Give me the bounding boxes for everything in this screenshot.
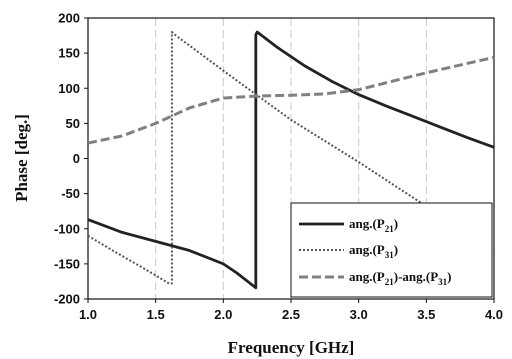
x-axis-title: Frequency [GHz] (228, 338, 355, 357)
x-tick-label: 2.0 (214, 307, 232, 322)
legend-label-series-3: ang.(P21)-ang.(P31) (349, 269, 452, 287)
y-tick-label: 100 (58, 81, 80, 96)
y-tick-label: -150 (54, 256, 80, 271)
x-tick-labels: 1.0 1.5 2.0 2.5 3.0 3.5 4.0 (79, 299, 503, 322)
series-line-2 (87, 31, 495, 285)
x-tick-label: 3.5 (417, 307, 435, 322)
y-tick-label: 150 (58, 46, 80, 61)
legend-label-series-1: ang.(P21) (349, 216, 398, 234)
x-tick-label: 1.5 (147, 307, 165, 322)
legend: ang.(P21) ang.(P31) ang.(P21)-ang.(P31) (290, 202, 493, 298)
series-line-1 (87, 30, 495, 290)
y-tick-label: 50 (66, 116, 80, 131)
y-tick-label: -200 (54, 292, 80, 307)
series-layer (87, 30, 495, 290)
x-tick-label: 4.0 (485, 307, 503, 322)
legend-label-series-2: ang.(P31) (349, 242, 398, 260)
y-tick-labels: 200 150 100 50 0 -50 -100 -150 -200 (54, 11, 88, 307)
y-tick-label: -50 (61, 186, 80, 201)
x-tick-label: 2.5 (282, 307, 300, 322)
y-tick-label: -100 (54, 221, 80, 236)
x-tick-label: 3.0 (350, 307, 368, 322)
y-tick-label: 0 (73, 151, 80, 166)
x-tick-label: 1.0 (79, 307, 97, 322)
series-line-3 (87, 55, 495, 145)
y-axis-title: Phase [deg.] (12, 114, 31, 202)
y-tick-label: 200 (58, 11, 80, 26)
